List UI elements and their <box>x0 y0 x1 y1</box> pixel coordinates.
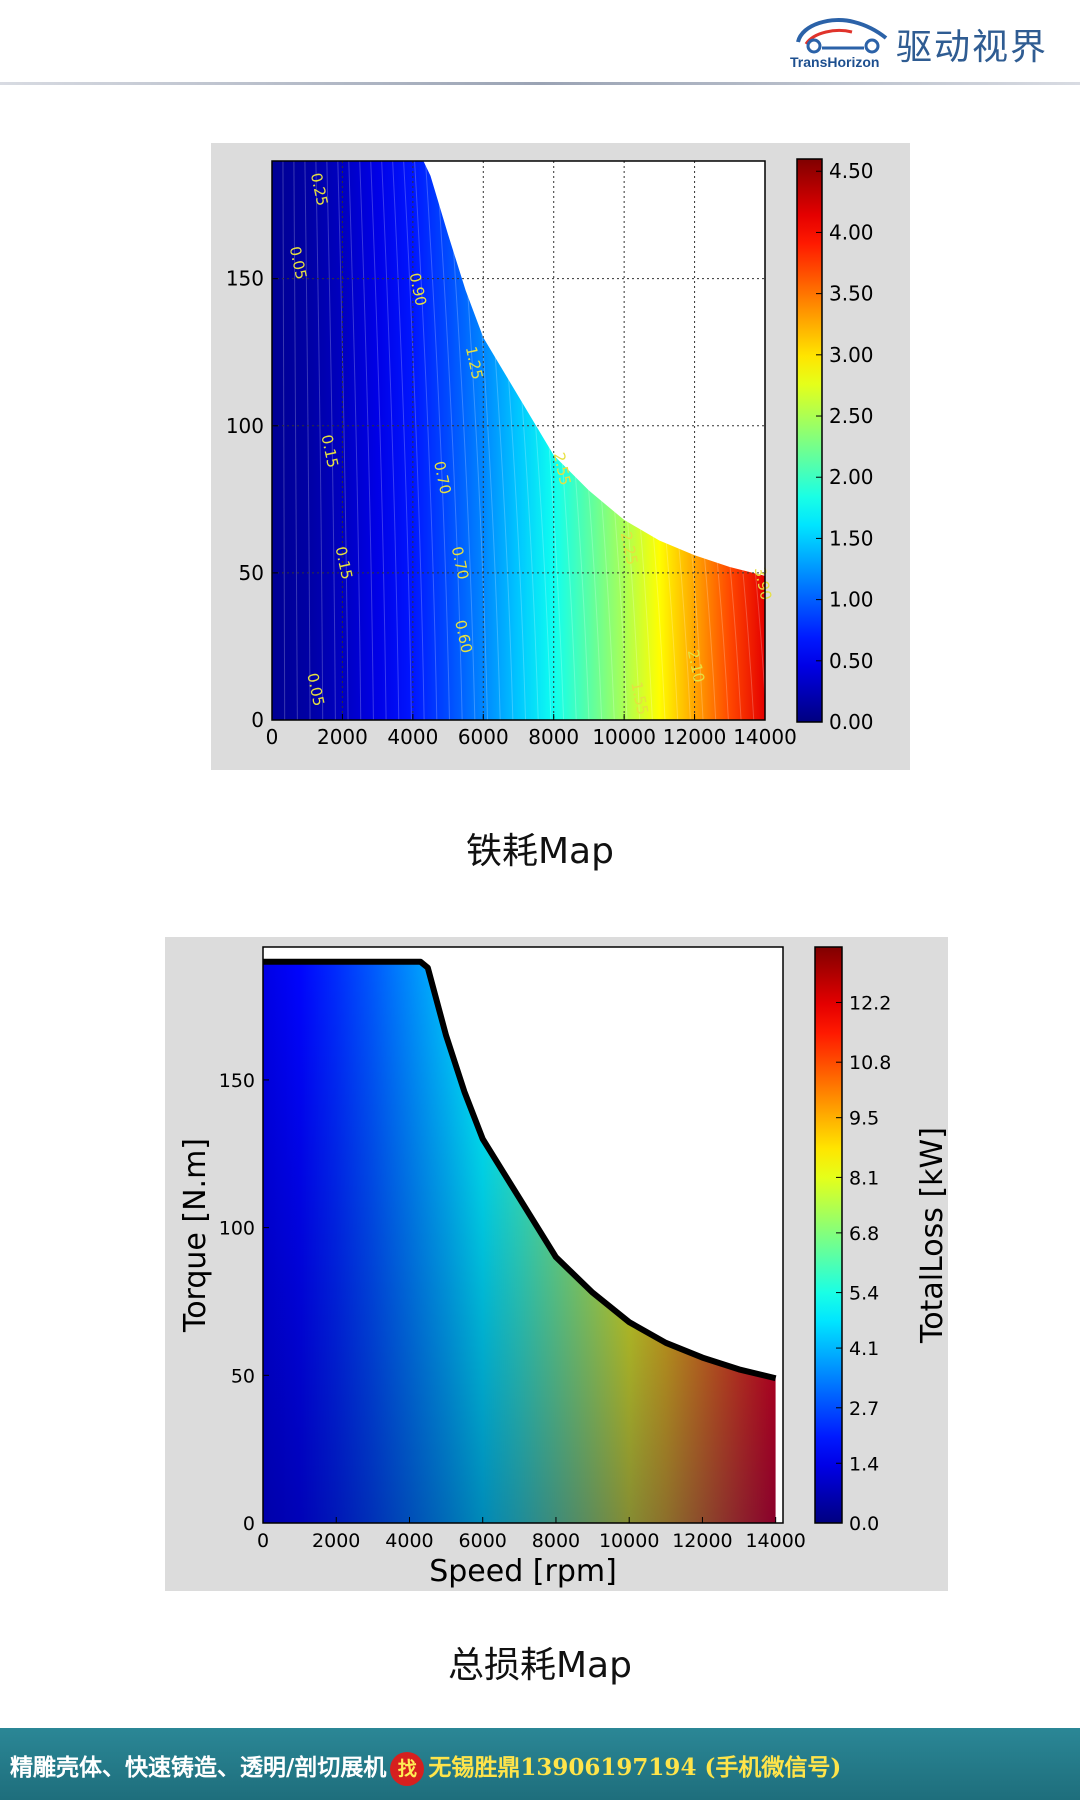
y-tick-label: 100 <box>226 414 264 438</box>
x-tick-label: 12000 <box>663 725 727 749</box>
colorbar-tick-label: 1.00 <box>829 588 874 612</box>
x-tick-label: 6000 <box>458 725 509 749</box>
x-tick-label: 8000 <box>532 1530 580 1552</box>
x-tick-label: 4000 <box>387 725 438 749</box>
x-tick-label: 2000 <box>312 1530 360 1552</box>
x-tick-label: 2000 <box>317 725 368 749</box>
x-tick-label: 12000 <box>672 1530 732 1552</box>
colorbar-tick-label: 9.5 <box>849 1108 879 1130</box>
colorbar-tick-label: 2.50 <box>829 404 874 428</box>
colorbar-tick-label: 2.00 <box>829 465 874 489</box>
x-axis-label: Speed [rpm] <box>429 1554 617 1589</box>
contour-line <box>326 161 336 720</box>
find-badge: 找 <box>390 1752 425 1786</box>
y-tick-label: 50 <box>231 1365 255 1387</box>
contour-line <box>369 161 387 720</box>
y-tick-label: 0 <box>251 708 264 732</box>
y-tick-label: 50 <box>239 561 264 585</box>
colorbar-tick-label: 12.2 <box>849 992 891 1014</box>
page-header: TransHorizon 驱动视界 <box>0 0 1080 84</box>
colorbar <box>814 946 843 1524</box>
contour-line <box>391 161 412 720</box>
colorbar-tick-label: 1.4 <box>849 1453 879 1475</box>
colorbar-tick-label: 10.8 <box>849 1052 891 1074</box>
y-tick-label: 150 <box>226 267 264 291</box>
colorbar-tick-label: 6.8 <box>849 1223 879 1245</box>
colorbar-tick-label: 3.50 <box>829 282 874 306</box>
contour-line <box>413 161 438 720</box>
colorbar-tick-label: 4.1 <box>849 1338 879 1360</box>
colorbar <box>796 158 823 723</box>
y-tick-label: 100 <box>219 1218 255 1240</box>
car-swirl-logo-icon <box>796 18 888 54</box>
total-loss-chart: 0 2000 4000 6000 8000 10000 12000 14000 0 50 100 15… <box>178 946 950 1589</box>
total-loss-chart-panel: 0 2000 4000 6000 8000 10000 12000 14000 0 50 100 15… <box>165 937 950 1591</box>
contour-line <box>358 161 374 720</box>
colorbar-label: TotalLoss [kW] <box>915 1127 948 1344</box>
iron-loss-caption: 铁耗Map <box>466 831 614 872</box>
colorbar-tick-label: 3.00 <box>829 343 874 367</box>
contour-line <box>435 161 463 720</box>
colorbar-tick-label: 0.50 <box>829 649 874 673</box>
contour-line <box>304 161 311 720</box>
contour-line <box>347 161 362 720</box>
colorbar-tick-label: 4.00 <box>829 220 874 244</box>
colorbar-tick-label: 5.4 <box>849 1283 879 1305</box>
x-tick-label: 4000 <box>385 1530 433 1552</box>
footer-banner: 精雕壳体、快速铸造、透明/剖切展机找无锡胜鼎13906197194 (手机微信号… <box>0 1728 1080 1800</box>
contour-line <box>293 161 298 720</box>
logo-text-en: TransHorizon <box>790 54 880 70</box>
x-tick-label: 0 <box>257 1530 269 1552</box>
contour-line <box>282 161 286 720</box>
brand-logo: TransHorizon 驱动视界 <box>790 12 1070 76</box>
colorbar-tick-label: 4.50 <box>829 159 874 183</box>
footer-text: 精雕壳体、快速铸造、透明/剖切展机找无锡胜鼎13906197194 (手机微信号… <box>10 1748 841 1786</box>
footer-contact: 无锡胜鼎13906197194 (手机微信号) <box>428 1754 842 1781</box>
x-tick-label: 6000 <box>459 1530 507 1552</box>
x-tick-label: 0 <box>266 725 279 749</box>
logo-text-cn: 驱动视界 <box>896 27 1049 68</box>
colorbar-tick-label: 0.00 <box>829 710 874 734</box>
contour-line <box>380 161 400 720</box>
x-tick-label: 10000 <box>592 725 656 749</box>
footer-services: 精雕壳体、快速铸造、透明/剖切展机 <box>10 1754 387 1781</box>
iron-loss-chart: 0.250.050.901.250.150.70 2.550.15 0.70 2.25… <box>226 158 874 749</box>
iron-loss-chart-panel: 0.25 0.05 0.90 1.25 0.15 0.70 2.55 0.15 0.70 2.25… <box>211 143 910 770</box>
colorbar-tick-label: 8.1 <box>849 1167 879 1189</box>
y-tick-label: 0 <box>243 1513 255 1535</box>
y-tick-label: 150 <box>219 1070 255 1092</box>
contour-line <box>336 161 349 720</box>
x-tick-label: 8000 <box>528 725 579 749</box>
contour-line <box>402 161 425 720</box>
contour-line <box>424 161 450 720</box>
x-tick-label: 14000 <box>733 725 797 749</box>
y-axis-label: Torque [N.m] <box>178 1138 213 1333</box>
contour-line <box>315 161 324 720</box>
plot-frame <box>271 160 766 721</box>
colorbar-tick-label: 1.50 <box>829 526 874 550</box>
x-tick-label: 10000 <box>599 1530 659 1552</box>
torque-envelope-line <box>263 958 777 1382</box>
colorbar-tick-label: 2.7 <box>849 1398 879 1420</box>
header-divider <box>0 82 1080 85</box>
total-loss-caption: 总损耗Map <box>448 1645 632 1686</box>
plot-frame <box>262 946 784 1524</box>
x-tick-label: 14000 <box>745 1530 805 1552</box>
colorbar-tick-label: 0.0 <box>849 1513 879 1535</box>
